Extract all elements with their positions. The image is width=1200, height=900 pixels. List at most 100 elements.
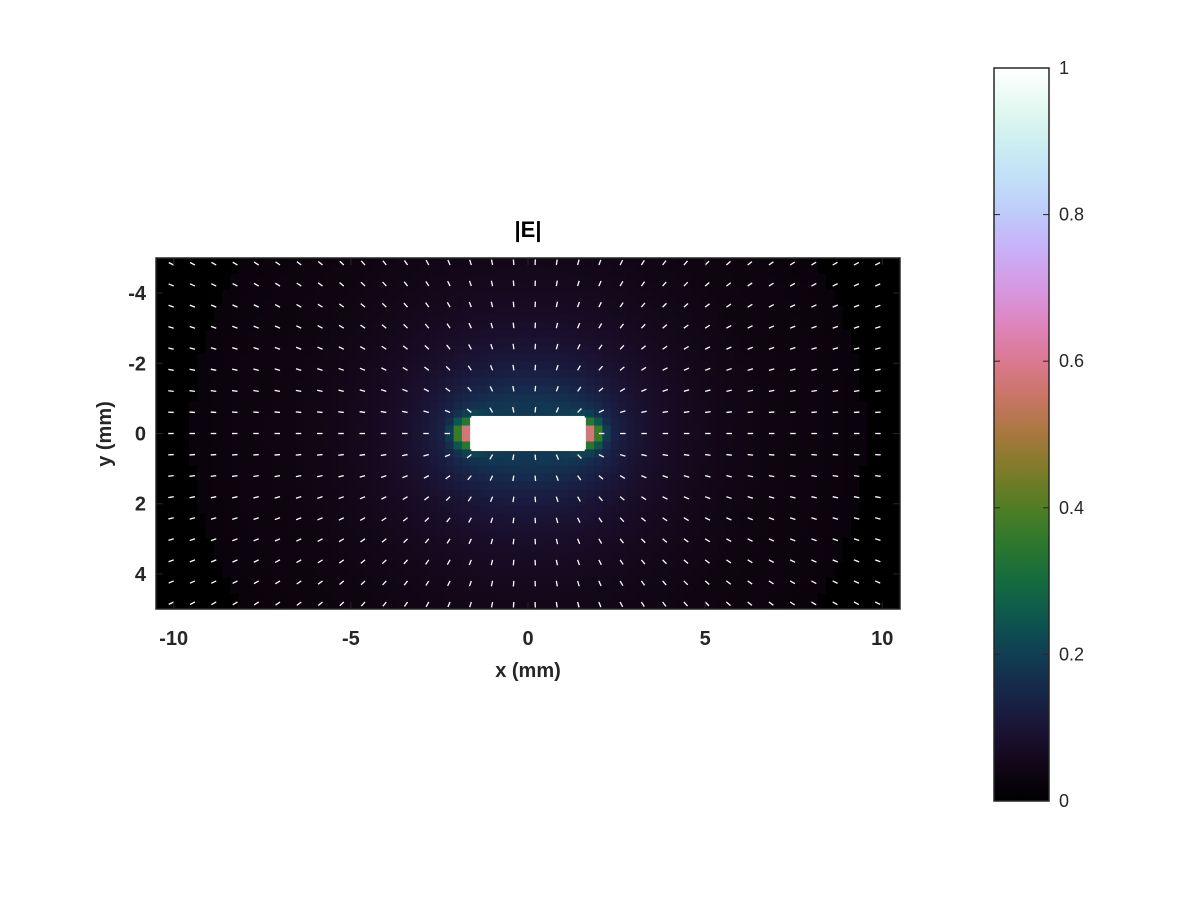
heatmap-cell [652,449,661,459]
heatmap-cell [238,329,248,339]
heatmap-cell [296,593,306,602]
heatmap-cell [585,601,595,609]
field-arrow [469,601,472,608]
heatmap-cell [652,273,661,283]
heatmap-cell [387,417,397,427]
heatmap-cell [263,289,273,299]
field-arrow [423,388,430,392]
heatmap-cell [404,289,413,299]
heatmap-cell [346,385,355,395]
heatmap-cell [238,601,248,609]
heatmap-cell [280,305,289,315]
heatmap-cell [395,353,405,363]
heatmap-cell [519,529,529,538]
heatmap-cell [561,377,570,387]
heatmap-cell [627,337,637,347]
heatmap-cell [792,457,802,467]
heatmap-cell [709,409,719,419]
heatmap-cell [668,425,678,435]
heatmap-cell [850,441,860,451]
heatmap-cell [685,585,694,594]
heatmap-cell [197,377,207,387]
heatmap-cell [618,577,628,586]
field-arrow [832,368,839,371]
heatmap-cell [412,601,422,609]
heatmap-cell [784,345,794,355]
heatmap-cell [825,361,835,371]
heatmap-cell [792,337,802,347]
heatmap-cell [759,601,769,609]
heatmap-cell [643,561,653,570]
heatmap-cell [213,409,223,419]
heatmap-cell [652,401,661,411]
heatmap-cell [461,569,471,578]
heatmap-cell [627,297,637,307]
heatmap-cell [255,465,265,474]
heatmap-cell [792,258,802,267]
field-arrow [253,304,260,308]
heatmap-cell [428,337,438,347]
heatmap-cell [271,569,281,578]
field-arrow [619,496,625,501]
heatmap-cell [470,553,479,562]
heatmap-cell [817,585,827,594]
heatmap-cell [222,369,231,379]
heatmap-cell [412,513,422,522]
heatmap-cell [205,529,215,538]
heatmap-cell [618,401,628,411]
heatmap-cell [288,513,298,522]
heatmap-cell [585,385,595,395]
field-arrow [853,347,860,350]
heatmap-cell [296,457,306,467]
heatmap-cell [445,417,455,427]
heatmap-cell [817,393,827,403]
heatmap-cell [222,497,231,506]
heatmap-cell [379,497,389,506]
heatmap-cell [461,401,471,411]
heatmap-cell [536,321,546,331]
heatmap-cell [627,505,637,514]
field-arrow [534,406,537,413]
heatmap-cell [610,369,620,379]
heatmap-cell [478,481,488,490]
heatmap-cell [362,465,372,474]
heatmap-cell [453,321,463,331]
heatmap-cell [461,313,471,323]
heatmap-cell [618,449,628,459]
heatmap-cell [561,449,570,459]
heatmap-cell [569,297,579,307]
heatmap-cell [428,377,438,387]
heatmap-cell [668,593,678,602]
heatmap-cell [453,345,463,355]
heatmap-cell [519,393,529,403]
heatmap-cell [544,513,554,522]
heatmap-cell [205,409,215,419]
heatmap-cell [412,361,422,371]
field-arrow [189,283,196,287]
field-arrow [598,453,605,458]
heatmap-cell [718,593,727,602]
heatmap-cell [280,529,289,538]
heatmap-cell [230,449,240,459]
heatmap-cell [437,529,446,538]
field-arrow [468,559,472,566]
heatmap-cell [610,601,620,609]
heatmap-cell [461,521,471,530]
conductor-strip [471,415,585,452]
heatmap-cell [709,513,719,522]
heatmap-cell [470,313,479,323]
heatmap-cell [784,329,794,339]
heatmap-cell [362,313,372,323]
heatmap-cell [552,529,562,538]
heatmap-cell [321,329,331,339]
heatmap-cell [676,513,686,522]
heatmap-cell [280,329,289,339]
heatmap-cell [685,313,694,323]
heatmap-cell [643,481,653,490]
heatmap-cell [329,561,339,570]
heatmap-cell [652,417,661,427]
heatmap-cell [238,353,248,363]
field-arrow [489,407,494,413]
heatmap-cell [321,425,331,435]
heatmap-cell [528,265,537,275]
